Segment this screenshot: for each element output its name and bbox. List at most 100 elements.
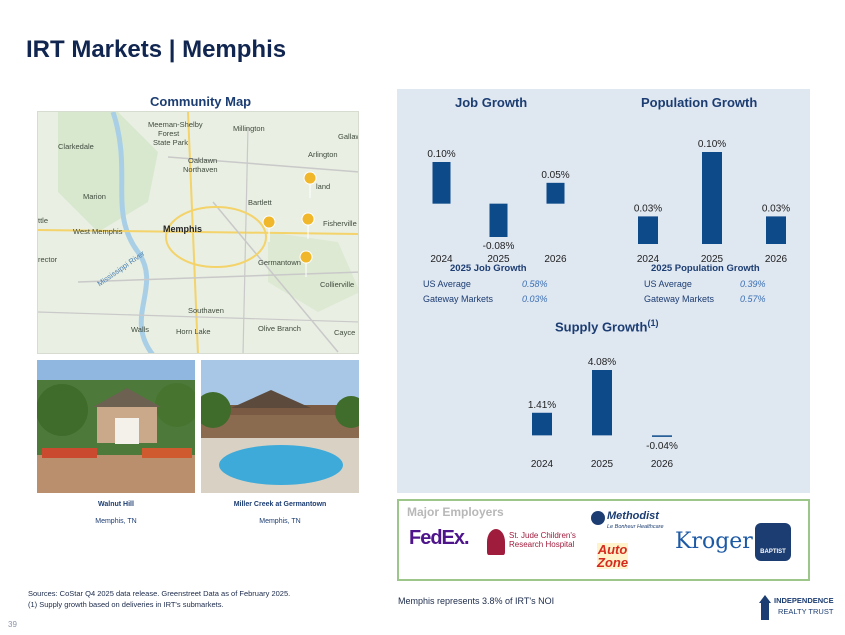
river-line: [110, 112, 155, 353]
map-label: rector: [38, 255, 58, 264]
fedex-logo-text: FedEx.: [409, 527, 470, 549]
population-growth-title: Population Growth: [641, 95, 758, 110]
baptist-logo-text: BAPTIST: [760, 549, 786, 555]
bar-value-label: 0.03%: [634, 203, 662, 214]
major-employers-title: Major Employers: [407, 505, 504, 519]
methodist-text: Methodist: [607, 510, 659, 522]
x-tick-label: 2026: [544, 254, 567, 265]
major-employers-box: Major Employers FedEx. St. Jude Children…: [397, 499, 810, 581]
map-label: Cayce: [334, 328, 356, 337]
chart-bar: [652, 435, 672, 437]
x-tick-label: 2024: [531, 459, 554, 470]
x-tick-label: 2024: [637, 254, 660, 265]
page-title: IRT Markets | Memphis: [26, 36, 287, 63]
stat-value: 0.03%: [522, 294, 548, 304]
map-label: Northaven: [183, 165, 218, 174]
map-label: ttle: [38, 216, 49, 225]
bar-value-label: 1.41%: [528, 400, 556, 411]
job-growth-title: Job Growth: [455, 95, 528, 110]
bar-value-label: 0.05%: [541, 170, 569, 181]
photo-image: [37, 360, 195, 493]
methodist-subtext: Le Bonheur Healthcare: [607, 524, 664, 530]
map-label: Marion: [83, 192, 106, 201]
baptist-logo: BAPTIST: [755, 523, 791, 561]
autozone-text: Zone: [597, 555, 629, 570]
property-pin: [262, 171, 317, 278]
map-label: Horn Lake: [176, 327, 211, 336]
x-tick-label: 2026: [651, 459, 674, 470]
stat-label: US Average: [423, 279, 471, 289]
chart-bar: [638, 216, 658, 244]
map-label: Walls: [131, 325, 150, 334]
map-label: Fisherville: [323, 219, 357, 228]
map-label: West Memphis: [73, 227, 123, 236]
stat-value: 0.58%: [522, 279, 548, 289]
x-tick-label: 2026: [765, 254, 788, 265]
property-location: Memphis, TN: [259, 518, 301, 525]
brand-logo: INDEPENDENCE REALTY TRUST: [758, 592, 838, 626]
building-icon: [759, 595, 771, 620]
st-jude-line1: St. Jude Children's: [509, 531, 576, 540]
page-number: 39: [8, 620, 17, 629]
property-name: Walnut Hill: [98, 501, 134, 508]
map-label: Arlington: [308, 150, 338, 159]
sources-note: Sources: CoStar Q4 2025 data release. Gr…: [28, 589, 291, 598]
x-tick-label: 2025: [701, 254, 724, 265]
supply-growth-title-text: Supply Growth: [555, 319, 648, 335]
methodist-logo: Methodist Le Bonheur Healthcare: [607, 511, 664, 533]
x-tick-label: 2025: [487, 254, 510, 265]
map-graphic: [38, 112, 358, 353]
map-label: Forest: [158, 129, 180, 138]
chart-bar: [546, 182, 565, 204]
map-label: Bartlett: [248, 198, 272, 207]
community-map[interactable]: Meeman-Shelby Forest State Park Millingt…: [37, 111, 359, 354]
footnote-marker: (1): [647, 318, 659, 328]
stat-label: US Average: [644, 279, 692, 289]
kroger-logo-text: Kroger: [675, 529, 753, 554]
job-growth-subtitle: 2025 Job Growth: [450, 263, 527, 274]
autozone-logo: Auto Zone: [597, 543, 629, 570]
map-label: Clarkedale: [58, 142, 94, 151]
stat-label: Gateway Markets: [423, 294, 494, 304]
property-photo-walnut-hill: [37, 360, 195, 493]
map-label: land: [316, 182, 331, 191]
brand-line1: INDEPENDENCE: [774, 596, 834, 605]
map-pin-icon: [303, 171, 317, 199]
bar-value-label: 0.03%: [762, 203, 790, 214]
chart-bar: [532, 412, 552, 436]
map-label: Oaklawn: [188, 156, 218, 165]
map-label: Memphis: [163, 224, 203, 234]
stat-label: Gateway Markets: [644, 294, 715, 304]
job-growth-chart: 0.10% 2024 -0.08% 2025 0.05% 2026: [427, 149, 569, 265]
st-jude-icon: [487, 529, 505, 555]
map-label: Olive Branch: [258, 324, 301, 333]
map-pin-icon: [299, 250, 313, 278]
community-map-title: Community Map: [150, 94, 252, 109]
map-label: Collierville: [320, 280, 355, 289]
stat-value: 0.57%: [740, 294, 766, 304]
brand-line2: REALTY TRUST: [778, 607, 834, 616]
map-label: State Park: [153, 138, 189, 147]
map-label: Germantown: [258, 258, 301, 267]
chart-bar: [766, 216, 786, 244]
map-pin-icon: [301, 212, 315, 240]
fedex-logo: FedEx.: [409, 527, 470, 550]
population-growth-subtitle: 2025 Population Growth: [651, 263, 760, 274]
map-label: Meeman-Shelby: [148, 120, 203, 129]
methodist-icon: [591, 511, 605, 525]
st-jude-line2: Research Hospital: [509, 540, 575, 549]
x-tick-label: 2025: [591, 459, 614, 470]
map-label: Gallaw: [338, 132, 359, 141]
supply-growth-chart: 1.41% 2024 4.08% 2025 -0.04% 2026: [528, 357, 678, 470]
map-label: Southaven: [188, 306, 224, 315]
kroger-logo: Kroger: [675, 529, 753, 554]
property-location: Memphis, TN: [95, 518, 137, 525]
bar-value-label: 0.10%: [698, 139, 726, 150]
bar-value-label: -0.04%: [646, 441, 678, 452]
property-name: Miller Creek at Germantown: [233, 501, 327, 508]
property-photo-miller-creek: [201, 360, 359, 493]
chart-bar: [432, 162, 451, 204]
chart-bar: [702, 152, 722, 244]
population-growth-chart: 0.03% 2024 0.10% 2025 0.03% 2026: [634, 139, 790, 265]
map-label: Millington: [233, 124, 265, 133]
